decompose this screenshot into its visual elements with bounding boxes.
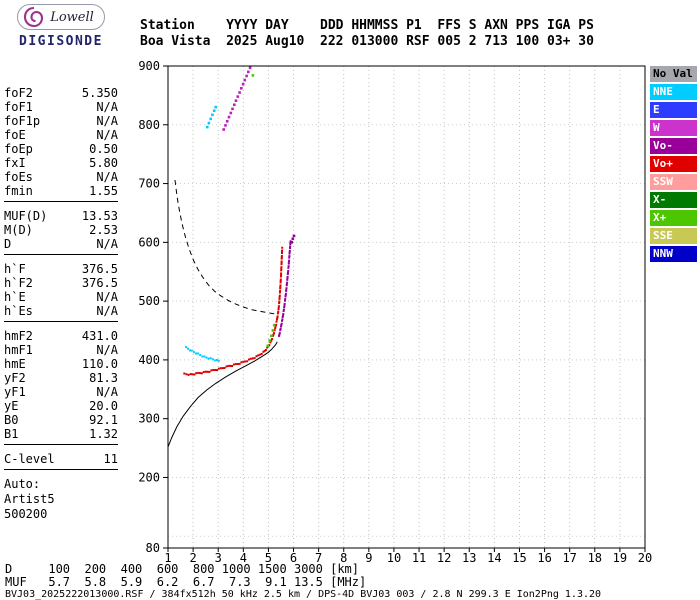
parameter-group: h`F 376.5 h`F2 376.5 h`E N/A h`Es N/A bbox=[4, 262, 118, 322]
digisonde-logo: Lowell DIGISONDE bbox=[6, 4, 116, 49]
svg-text:900: 900 bbox=[138, 59, 160, 73]
svg-text:13: 13 bbox=[462, 551, 476, 565]
svg-text:800: 800 bbox=[138, 118, 160, 132]
status-line: BVJ03_2025222013000.RSF / 384fx512h 50 k… bbox=[5, 589, 602, 600]
parameter-group: C-level 11 bbox=[4, 452, 118, 470]
parameter-panel: foF2 5.350 foF1 N/A foF1p N/A foE N/A foEp 0.50 fx… bbox=[4, 86, 118, 522]
legend-vo+: Vo+ bbox=[650, 156, 697, 172]
param-hmf1: hmF1 N/A bbox=[4, 343, 118, 357]
header-column-labels: Station YYYY DAY DDD HHMMSS P1 FFS S AXN… bbox=[140, 18, 594, 33]
svg-text:20: 20 bbox=[638, 551, 652, 565]
param-md: M(D) 2.53 bbox=[4, 223, 118, 237]
svg-text:400: 400 bbox=[138, 353, 160, 367]
svg-text:700: 700 bbox=[138, 177, 160, 191]
param-fof2: foF2 5.350 bbox=[4, 86, 118, 100]
param-fmin: fmin 1.55 bbox=[4, 184, 118, 198]
legend-w: W bbox=[650, 120, 697, 136]
param-mufd: MUF(D) 13.53 bbox=[4, 209, 118, 223]
param-fxi: fxI 5.80 bbox=[4, 156, 118, 170]
svg-text:16: 16 bbox=[537, 551, 551, 565]
svg-text:3: 3 bbox=[215, 551, 222, 565]
svg-text:500: 500 bbox=[138, 294, 160, 308]
svg-text:8: 8 bbox=[340, 551, 347, 565]
legend-x+: X+ bbox=[650, 210, 697, 226]
autoscaler-line: Auto: bbox=[4, 477, 41, 491]
direction-legend: No Val NNE E W Vo- Vo+ SSW X- X+ SSE NNW bbox=[650, 66, 697, 264]
param-yf1: yF1 N/A bbox=[4, 385, 118, 399]
distance-row: D 100 200 400 600 800 1000 1500 3000 [km… bbox=[5, 562, 360, 576]
header-values: Boa Vista 2025 Aug10 222 013000 RSF 005 … bbox=[140, 34, 594, 49]
autoscaler-line: Artist5 bbox=[4, 492, 55, 506]
autoscaler-line: 500200 bbox=[4, 507, 48, 521]
svg-text:2: 2 bbox=[189, 551, 196, 565]
param-foes: foEs N/A bbox=[4, 170, 118, 184]
legend-x-: X- bbox=[650, 192, 697, 208]
svg-text:15: 15 bbox=[512, 551, 526, 565]
svg-text:80: 80 bbox=[146, 541, 160, 555]
parameter-group: foF2 5.350 foF1 N/A foF1p N/A foE N/A foEp 0.50 fx… bbox=[4, 86, 118, 202]
param-hme: hmE 110.0 bbox=[4, 357, 118, 371]
legend-sse: SSE bbox=[650, 228, 697, 244]
lowell-logo-badge: Lowell bbox=[17, 4, 105, 30]
svg-text:12: 12 bbox=[437, 551, 451, 565]
svg-text:7: 7 bbox=[315, 551, 322, 565]
svg-text:4: 4 bbox=[240, 551, 247, 565]
param-clevel: C-level 11 bbox=[4, 452, 118, 466]
param-hf2: h`F2 376.5 bbox=[4, 276, 118, 290]
svg-text:11: 11 bbox=[412, 551, 426, 565]
logo-swirl-icon bbox=[24, 6, 44, 28]
legend-nne: NNE bbox=[650, 84, 697, 100]
svg-text:18: 18 bbox=[588, 551, 602, 565]
param-hes: h`Es N/A bbox=[4, 304, 118, 318]
param-foe: foE N/A bbox=[4, 128, 118, 142]
legend-nnw: NNW bbox=[650, 246, 697, 262]
parameter-group: hmF2 431.0 hmF1 N/A hmE 110.0 yF2 81.3 yF1 N/A yE 2… bbox=[4, 329, 118, 445]
legend-e: E bbox=[650, 102, 697, 118]
svg-text:200: 200 bbox=[138, 470, 160, 484]
svg-text:17: 17 bbox=[562, 551, 576, 565]
param-b1: B1 1.32 bbox=[4, 427, 118, 441]
param-hmf2: hmF2 431.0 bbox=[4, 329, 118, 343]
param-yf2: yF2 81.3 bbox=[4, 371, 118, 385]
param-fof1p: foF1p N/A bbox=[4, 114, 118, 128]
svg-text:10: 10 bbox=[387, 551, 401, 565]
svg-text:9: 9 bbox=[365, 551, 372, 565]
param-b0: B0 92.1 bbox=[4, 413, 118, 427]
svg-text:600: 600 bbox=[138, 235, 160, 249]
param-hf: h`F 376.5 bbox=[4, 262, 118, 276]
legend-noval: No Val bbox=[650, 66, 697, 82]
legend-ssw: SSW bbox=[650, 174, 697, 190]
param-fof1: foF1 N/A bbox=[4, 100, 118, 114]
param-foep: foEp 0.50 bbox=[4, 142, 118, 156]
svg-text:300: 300 bbox=[138, 412, 160, 426]
logo-digisonde-text: DIGISONDE bbox=[19, 34, 103, 49]
svg-text:19: 19 bbox=[613, 551, 627, 565]
muf-row: MUF 5.7 5.8 5.9 6.2 6.7 7.3 9.1 13.5 [MH… bbox=[5, 575, 367, 589]
legend-vo-: Vo- bbox=[650, 138, 697, 154]
svg-text:5: 5 bbox=[265, 551, 272, 565]
param-ye: yE 20.0 bbox=[4, 399, 118, 413]
logo-lowell-text: Lowell bbox=[50, 9, 94, 25]
parameter-group: MUF(D) 13.53 M(D) 2.53 D N/A bbox=[4, 209, 118, 255]
param-d: D N/A bbox=[4, 237, 118, 251]
svg-text:1: 1 bbox=[164, 551, 171, 565]
svg-text:14: 14 bbox=[487, 551, 501, 565]
param-he: h`E N/A bbox=[4, 290, 118, 304]
svg-text:6: 6 bbox=[290, 551, 297, 565]
